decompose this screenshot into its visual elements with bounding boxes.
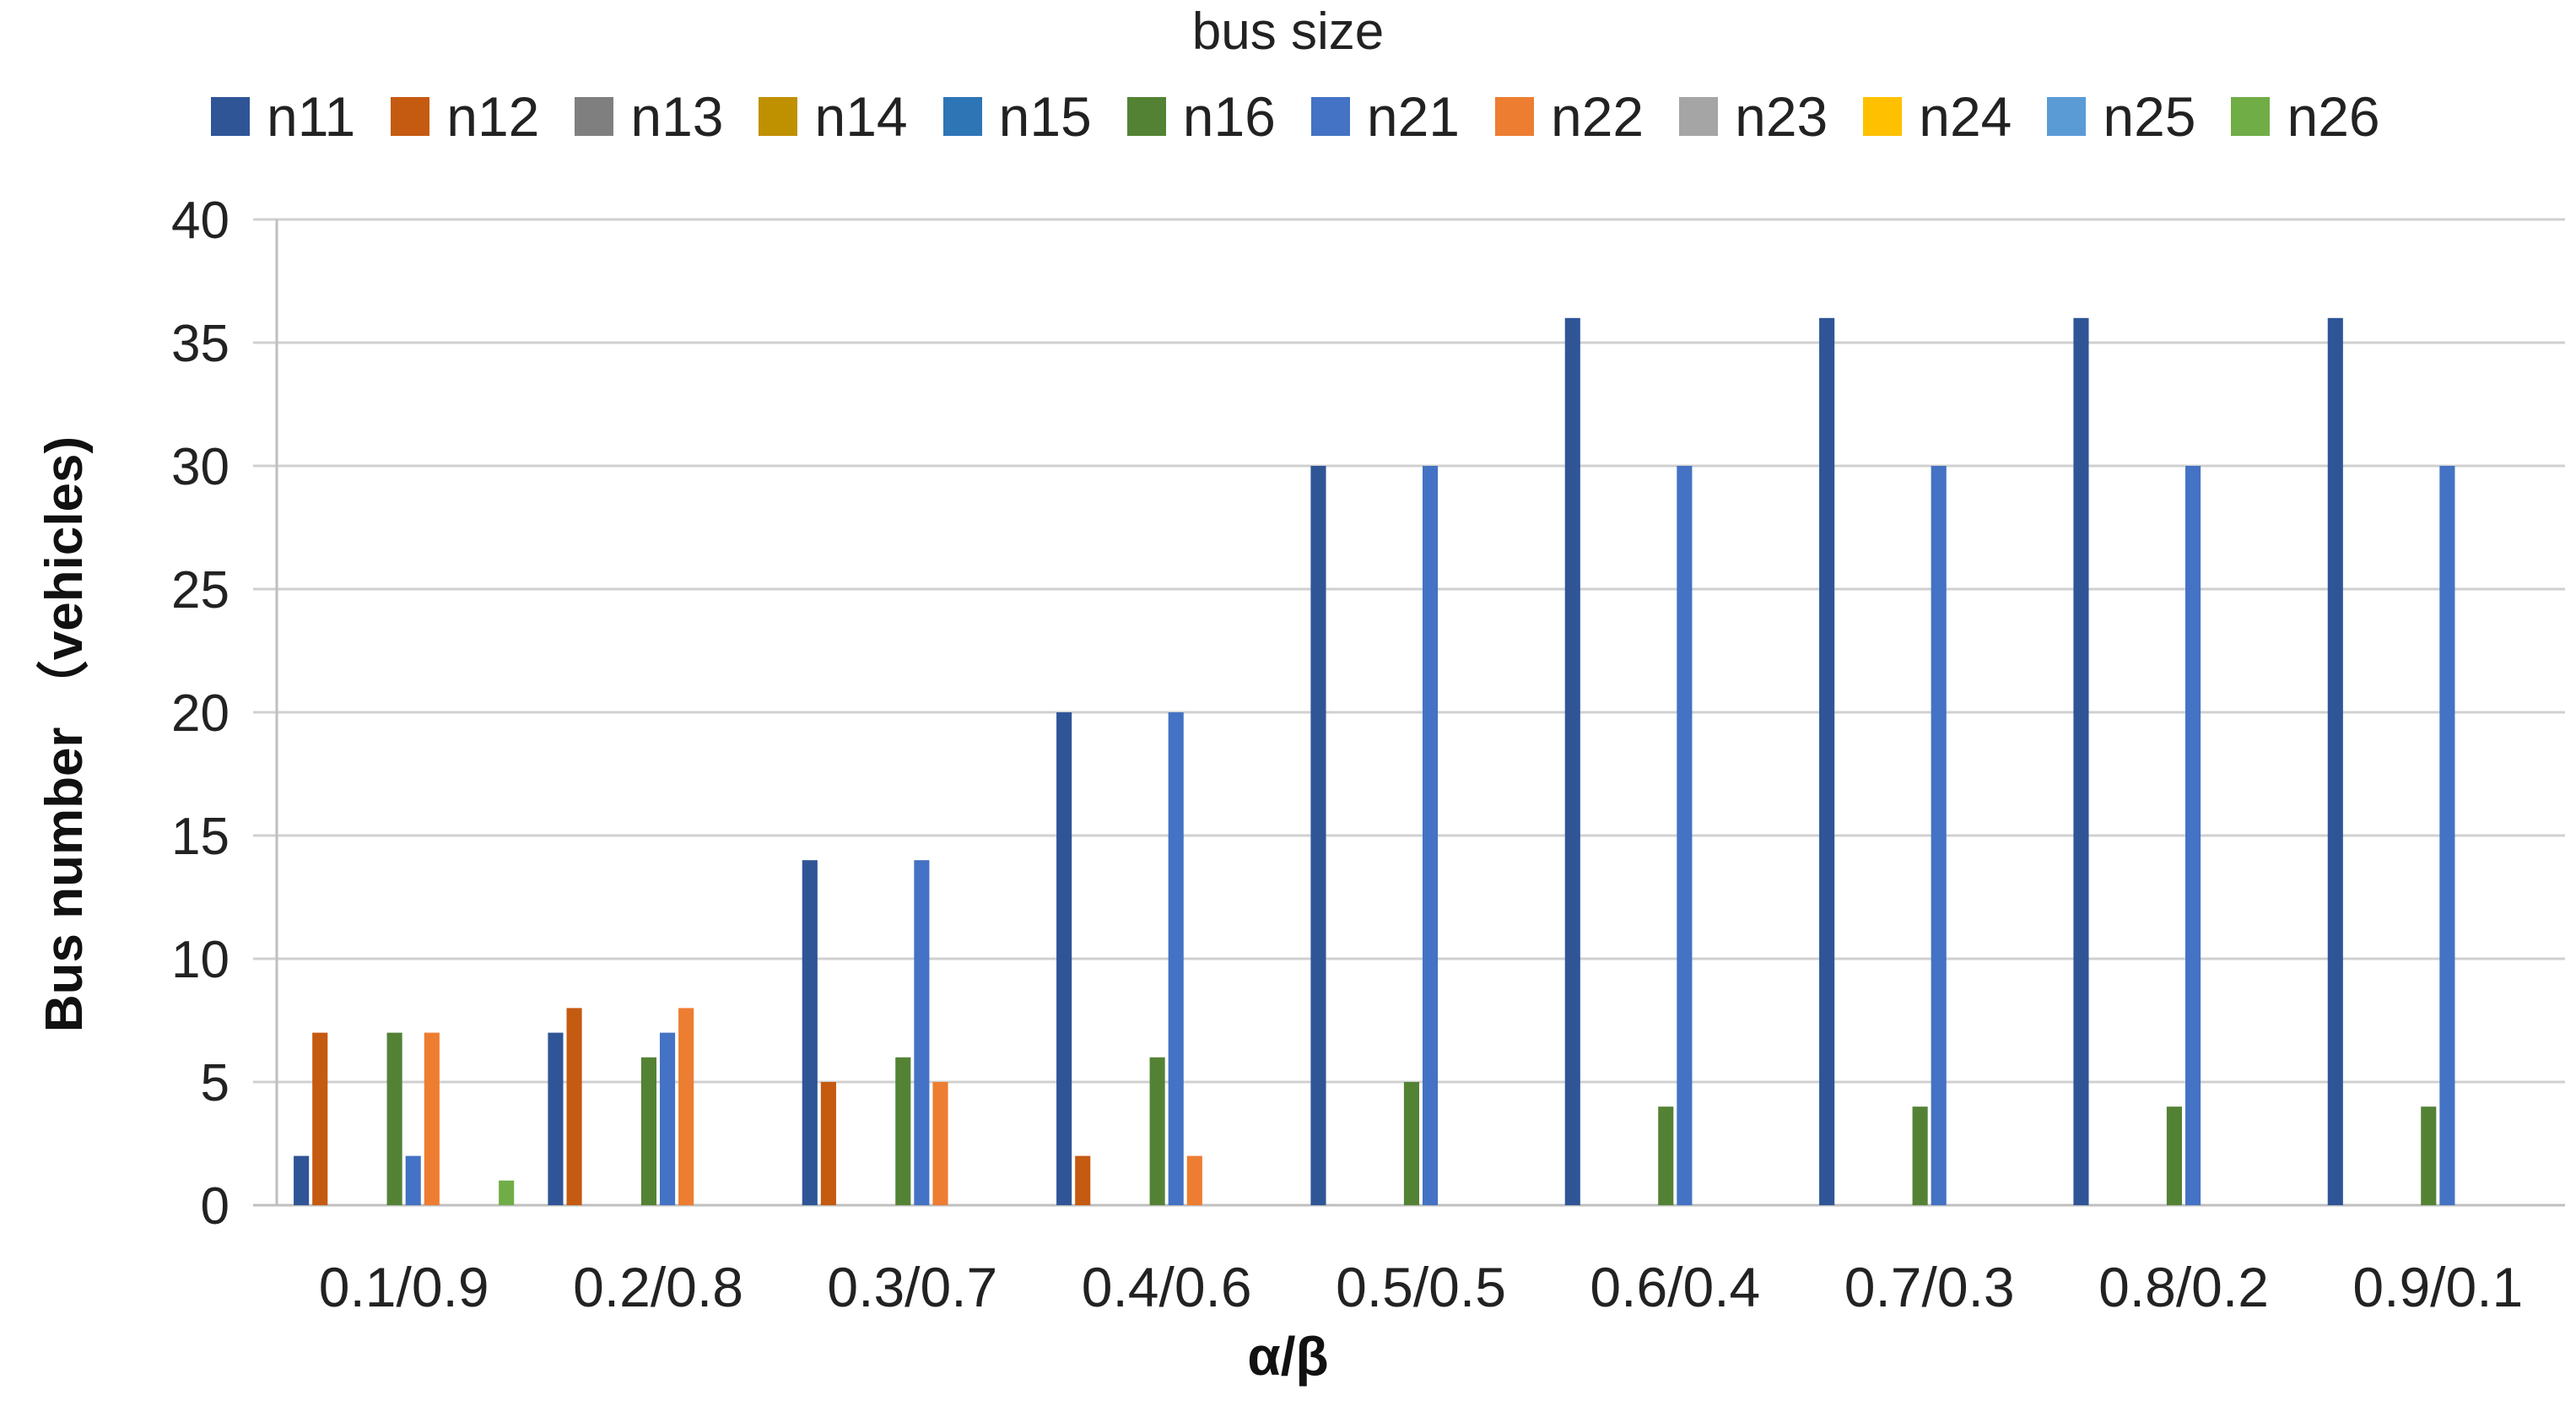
bar-n21-3	[1168, 712, 1184, 1205]
bar-n21-0	[405, 1155, 421, 1205]
legend-swatch	[759, 97, 798, 136]
y-tick-label: 35	[171, 315, 230, 373]
bar-n21-4	[1422, 466, 1439, 1205]
legend-item-n26: n26	[2231, 84, 2380, 149]
legend-label: n13	[630, 85, 724, 148]
legend-label: n25	[2103, 85, 2196, 148]
bar-n22-3	[1186, 1155, 1202, 1205]
y-tick-label: 5	[201, 1054, 230, 1112]
bar-n11-4	[1310, 466, 1326, 1205]
bar-n16-7	[2166, 1106, 2183, 1205]
bar-n11-1	[548, 1032, 564, 1205]
legend-label: n26	[2287, 85, 2380, 148]
legend-item-n11: n11	[211, 84, 355, 149]
bar-n12-3	[1075, 1155, 1091, 1205]
bar-n16-4	[1403, 1082, 1420, 1205]
legend-swatch	[1126, 97, 1166, 136]
bar-n11-7	[2073, 317, 2089, 1205]
bar-n16-5	[1658, 1106, 1674, 1205]
bar-n21-5	[1677, 466, 1693, 1205]
bar-n22-2	[932, 1082, 948, 1205]
legend-label: n24	[1919, 85, 2012, 148]
legend-item-n14: n14	[759, 84, 908, 149]
bar-n12-1	[566, 1008, 582, 1205]
bar-n11-0	[294, 1155, 310, 1205]
x-axis-title: α/β	[1247, 1326, 1329, 1387]
legend-swatch	[1863, 97, 1903, 136]
legend-swatch	[391, 97, 430, 136]
x-tick-label: 0.8/0.2	[2098, 1256, 2269, 1318]
legend-swatch	[2231, 97, 2271, 136]
legend-item-n22: n22	[1494, 84, 1644, 149]
bar-n21-6	[1931, 466, 1947, 1205]
bar-n22-1	[678, 1008, 694, 1205]
bar-n16-6	[1912, 1106, 1928, 1205]
y-tick-label: 20	[171, 684, 230, 743]
bar-n21-8	[2439, 466, 2455, 1205]
bar-n26-0	[499, 1180, 515, 1205]
bar-n12-0	[312, 1032, 328, 1205]
legend-label: n23	[1735, 85, 1828, 148]
bar-n16-0	[386, 1032, 402, 1205]
legend-item-n13: n13	[575, 84, 723, 149]
x-tick-label: 0.2/0.8	[573, 1256, 743, 1318]
legend-title: bus size	[1191, 3, 1385, 61]
legend-label: n15	[998, 85, 1092, 148]
legend-swatch	[1494, 97, 1534, 136]
bar-n22-0	[424, 1032, 440, 1205]
legend-item-n23: n23	[1679, 84, 1828, 149]
legend-swatch	[942, 97, 982, 136]
legend-label: n14	[814, 85, 908, 148]
bar-n11-2	[802, 860, 818, 1205]
bar-n16-3	[1149, 1057, 1165, 1205]
x-tick-label: 0.9/0.1	[2352, 1256, 2523, 1318]
y-tick-label: 0	[201, 1177, 230, 1236]
bar-n16-1	[640, 1057, 657, 1205]
legend-label: n11	[267, 85, 356, 148]
y-tick-label: 30	[171, 438, 230, 496]
legend-swatch	[2047, 97, 2087, 136]
legend-item-n25: n25	[2047, 84, 2195, 149]
y-tick-label: 40	[171, 192, 230, 250]
legend-swatch	[575, 97, 614, 136]
x-tick-label: 0.5/0.5	[1336, 1256, 1506, 1318]
bar-n16-8	[2421, 1106, 2437, 1205]
x-tick-label: 0.6/0.4	[1590, 1256, 1760, 1318]
bar-n11-5	[1564, 317, 1580, 1205]
x-tick-label: 0.4/0.6	[1082, 1256, 1252, 1318]
bar-n11-8	[2327, 317, 2343, 1205]
bar-n21-2	[914, 860, 930, 1205]
legend-label: n16	[1182, 85, 1276, 148]
bar-n21-1	[659, 1032, 676, 1205]
bar-n11-6	[1819, 317, 1835, 1205]
legend-item-n24: n24	[1863, 84, 2012, 149]
legend-item-n12: n12	[391, 84, 539, 149]
y-tick-label: 15	[171, 808, 230, 866]
legend-swatch	[1679, 97, 1719, 136]
bar-n21-7	[2184, 466, 2201, 1205]
legend-item-n15: n15	[942, 84, 1092, 149]
y-tick-label: 25	[171, 561, 230, 619]
legend-label: n22	[1550, 85, 1644, 148]
legend-swatch	[211, 97, 250, 136]
legend-label: n12	[446, 85, 540, 148]
legend: n11 n12 n13 n14 n15 n16 n21 n22 n23 n24 n25 n26	[211, 84, 2416, 149]
legend-swatch	[1310, 97, 1350, 136]
bar-n12-2	[820, 1082, 836, 1205]
bar-n16-2	[895, 1057, 911, 1205]
x-tick-label: 0.1/0.9	[319, 1256, 489, 1318]
legend-item-n21: n21	[1310, 84, 1460, 149]
x-tick-label: 0.3/0.7	[827, 1256, 997, 1318]
x-tick-label: 0.7/0.3	[1844, 1256, 2015, 1318]
y-tick-label: 10	[171, 931, 230, 989]
legend-label: n21	[1366, 85, 1460, 148]
legend-item-n16: n16	[1126, 84, 1276, 149]
bar-n11-3	[1056, 712, 1072, 1205]
